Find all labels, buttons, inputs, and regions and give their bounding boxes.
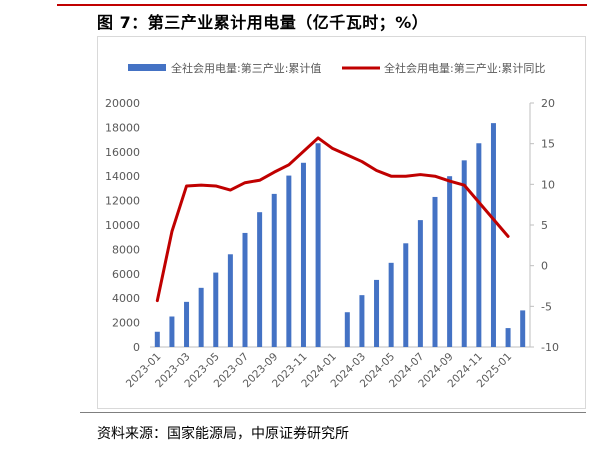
source-rule — [80, 412, 586, 413]
bar-2023-03 — [184, 301, 190, 347]
bar-2023-09 — [271, 193, 277, 347]
right-axis-tick-label: 15 — [541, 138, 555, 151]
bar-2023-01 — [154, 331, 160, 347]
left-axis-tick-label: 0 — [133, 341, 140, 354]
bar-2023-06 — [227, 254, 233, 347]
bar-2024-09 — [447, 176, 453, 347]
bar-2023-10 — [286, 175, 292, 347]
bar-series — [154, 123, 526, 347]
legend: 全社会用电量:第三产业:累计值 全社会用电量:第三产业:累计同比 — [128, 61, 545, 75]
source-note: 资料来源：国家能源局，中原证券研究所 — [97, 426, 349, 442]
bar-2024-04 — [374, 279, 380, 347]
left-axis-tick-label: 8000 — [112, 243, 140, 256]
title-accent-rule — [57, 4, 587, 6]
left-axis-tick-label: 18000 — [105, 121, 140, 134]
figure-title: 图 7：第三产业累计用电量（亿千瓦时；%） — [97, 13, 429, 32]
left-axis-tick-label: 14000 — [105, 170, 140, 183]
bar-2024-07 — [417, 220, 423, 347]
left-axis-tick-label: 16000 — [105, 146, 140, 159]
left-axis-tick-label: 2000 — [112, 317, 140, 330]
bar-2025-01 — [505, 328, 511, 347]
bar-2024-05 — [388, 262, 394, 347]
bar-2024-02 — [344, 312, 350, 347]
legend-line-label: 全社会用电量:第三产业:累计同比 — [384, 61, 545, 75]
left-axis-tick-label: 20000 — [105, 97, 140, 110]
bar-2024-03 — [359, 295, 365, 347]
right-axis-tick-label: 10 — [541, 178, 555, 191]
left-axis-tick-label: 4000 — [112, 292, 140, 305]
left-axis-tick-label: 12000 — [105, 195, 140, 208]
bar-2024-12 — [490, 123, 496, 347]
bar-2023-12 — [315, 143, 321, 347]
bar-2024-08 — [432, 196, 438, 347]
right-axis-tick-label: 5 — [541, 219, 548, 232]
left-axis-tick-label: 6000 — [112, 268, 140, 281]
legend-bar-swatch — [128, 64, 166, 71]
legend-bar-label: 全社会用电量:第三产业:累计值 — [171, 61, 321, 75]
right-axis-tick-label: -10 — [541, 341, 559, 354]
bar-2024-06 — [403, 243, 409, 347]
line-series — [155, 136, 510, 303]
yoy-growth-line — [155, 136, 510, 303]
left-axis-tick-label: 10000 — [105, 219, 140, 232]
bar-2023-07 — [242, 232, 248, 347]
right-axis-tick-label: 20 — [541, 97, 555, 110]
chart-frame — [97, 36, 586, 409]
bar-2023-08 — [257, 212, 263, 347]
bar-2024-10 — [461, 160, 467, 347]
bar-2025-02 — [520, 310, 526, 347]
right-axis-tick-label: -5 — [541, 300, 552, 313]
bar-2024-11 — [476, 143, 482, 347]
bar-2023-11 — [300, 162, 306, 347]
right-axis-tick-label: 0 — [541, 260, 548, 273]
bar-2023-02 — [169, 316, 175, 347]
bar-2023-04 — [198, 287, 204, 347]
bar-2023-05 — [213, 272, 219, 347]
